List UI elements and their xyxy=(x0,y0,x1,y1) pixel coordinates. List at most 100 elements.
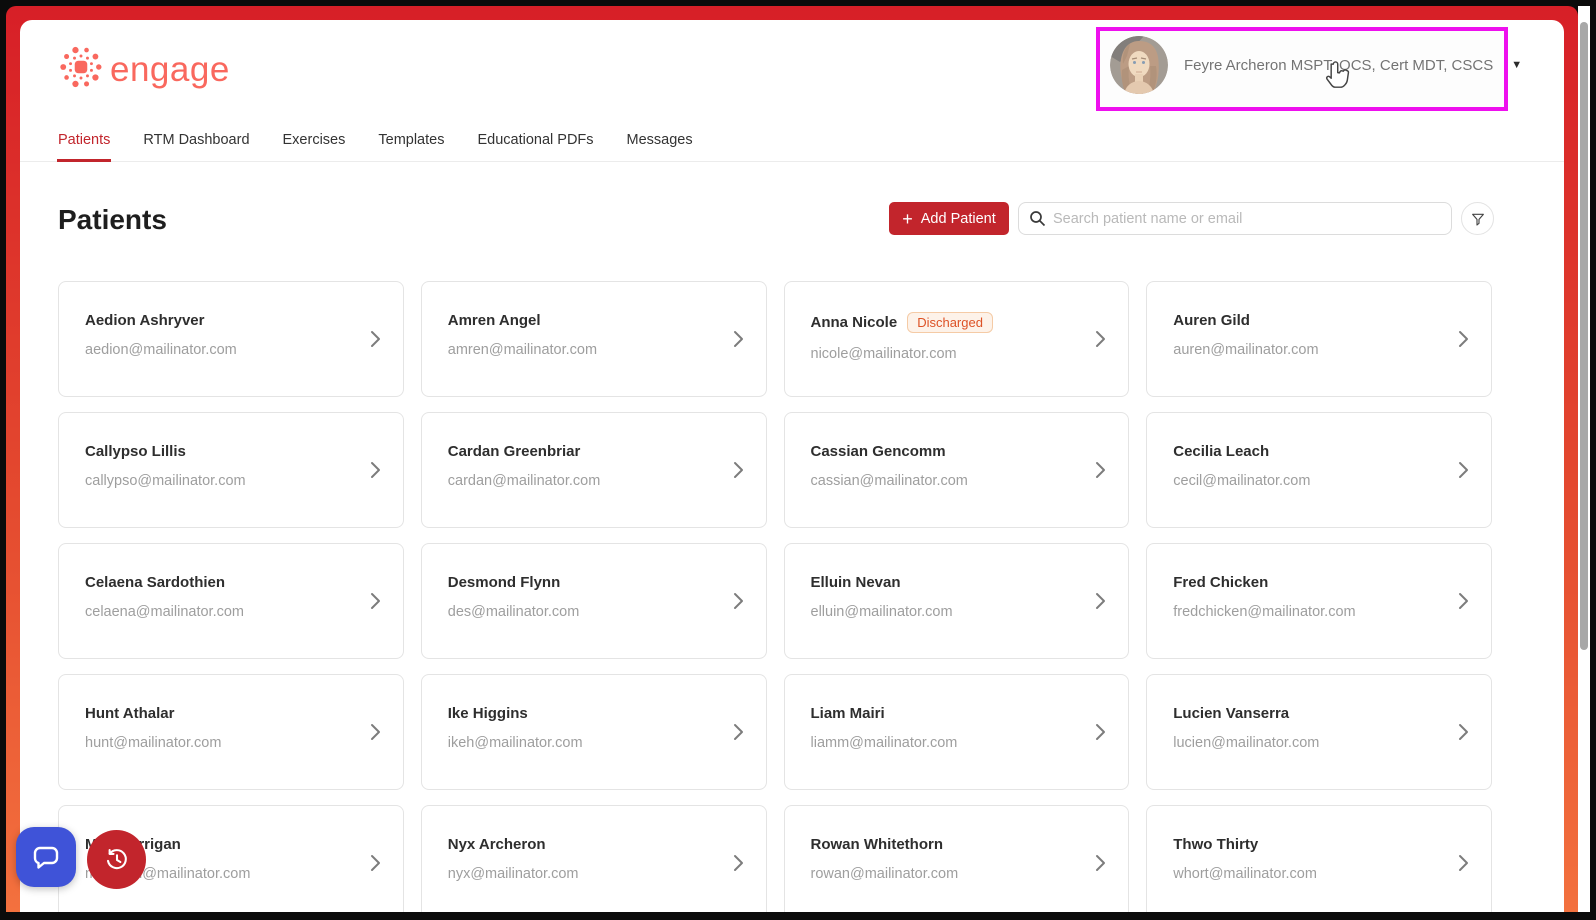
patient-card[interactable]: Ike Higgins ikeh@mailinator.com xyxy=(420,674,767,790)
patient-name: Elluin Nevan xyxy=(810,574,901,591)
chevron-right-icon xyxy=(733,331,743,347)
patient-search xyxy=(1018,202,1452,235)
patient-card[interactable]: Amren Angel amren@mailinator.com xyxy=(420,281,767,397)
patient-name: Desmond Flynn xyxy=(447,574,561,591)
patient-name: Nyx Archeron xyxy=(447,836,546,853)
patient-card[interactable]: Thwo Thirty whort@mailinator.com xyxy=(1146,805,1492,912)
patient-name: Thwo Thirty xyxy=(1173,836,1259,853)
chevron-right-icon xyxy=(1096,331,1106,347)
patient-name: Amren Angel xyxy=(447,312,541,329)
engage-logo-text: engage xyxy=(110,49,230,89)
chevron-right-icon xyxy=(1096,855,1106,871)
patient-name: Rowan Whitethorn xyxy=(810,836,943,853)
patient-card[interactable]: Fred Chicken fredchicken@mailinator.com xyxy=(1146,543,1492,659)
engage-logo[interactable]: engage xyxy=(58,44,230,95)
patient-card[interactable]: Nyx Archeron nyx@mailinator.com xyxy=(420,805,767,912)
patient-card[interactable]: Aedion Ashryver aedion@mailinator.com xyxy=(58,281,404,397)
engage-logo-icon xyxy=(58,44,104,95)
patient-name: Celaena Sardothien xyxy=(85,574,226,591)
search-icon xyxy=(1030,211,1046,227)
patient-email: cecil@mailinator.com xyxy=(1173,473,1311,489)
patient-card[interactable]: Callypso Lillis callypso@mailinator.com xyxy=(58,412,404,528)
patient-name: Cecilia Leach xyxy=(1173,443,1270,460)
patient-name: Callypso Lillis xyxy=(85,443,186,460)
chevron-right-icon xyxy=(1459,593,1468,609)
patient-card[interactable]: Elluin Nevan elluin@mailinator.com xyxy=(783,543,1130,659)
chevron-right-icon xyxy=(370,593,380,609)
chevron-right-icon xyxy=(733,855,743,871)
patient-email: rowan@mailinator.com xyxy=(810,866,959,882)
patient-email: amren@mailinator.com xyxy=(447,342,598,358)
chevron-right-icon xyxy=(733,724,743,740)
patient-email: cardan@mailinator.com xyxy=(447,473,601,489)
patient-card[interactable]: Auren Gild auren@mailinator.com xyxy=(1146,281,1492,397)
tab-messages[interactable]: Messages xyxy=(626,132,693,148)
patient-email: celaena@mailinator.com xyxy=(85,604,244,620)
chevron-right-icon xyxy=(1459,331,1468,347)
chevron-right-icon xyxy=(1096,593,1106,609)
status-badge: Discharged xyxy=(907,312,993,333)
nav-tabs: Patients RTM Dashboard Exercises Templates E… xyxy=(20,124,1564,162)
tab-educational-pdfs[interactable]: Educational PDFs xyxy=(477,132,594,148)
chevron-right-icon xyxy=(1096,724,1106,740)
chat-widget-button[interactable] xyxy=(16,827,76,887)
patient-name: Fred Chicken xyxy=(1173,574,1269,591)
patient-card[interactable]: Celaena Sardothien celaena@mailinator.co… xyxy=(58,543,404,659)
patient-name: Hunt Athalar xyxy=(85,705,175,722)
chevron-right-icon xyxy=(370,331,380,347)
patient-email: callypso@mailinator.com xyxy=(85,473,246,489)
patient-card[interactable]: Anna Nicole Discharged nicole@mailinator… xyxy=(783,281,1130,397)
patient-name: Liam Mairi xyxy=(810,705,885,722)
clock-history-icon xyxy=(106,848,127,869)
patient-card[interactable]: Rowan Whitethorn rowan@mailinator.com xyxy=(783,805,1130,912)
filter-funnel-icon xyxy=(1471,213,1484,226)
page-title: Patients xyxy=(58,204,167,235)
tab-rtm-dashboard[interactable]: RTM Dashboard xyxy=(143,132,250,148)
filter-button[interactable] xyxy=(1461,202,1494,235)
patient-email: nicole@mailinator.com xyxy=(810,346,957,362)
user-avatar xyxy=(1110,36,1168,94)
chevron-down-icon: ▼ xyxy=(1511,59,1523,71)
chevron-right-icon xyxy=(370,724,380,740)
patient-email: des@mailinator.com xyxy=(447,604,580,620)
chat-bubble-icon xyxy=(33,846,59,869)
patient-email: aedion@mailinator.com xyxy=(85,342,237,358)
patient-email: ikeh@mailinator.com xyxy=(447,735,583,751)
patient-email: whort@mailinator.com xyxy=(1173,866,1317,882)
patient-card[interactable]: Desmond Flynn des@mailinator.com xyxy=(420,543,767,659)
tab-patients[interactable]: Patients xyxy=(56,124,112,162)
user-profile-menu[interactable]: Feyre Archeron MSPT, OCS, Cert MDT, CSCS… xyxy=(1110,32,1522,98)
patient-card[interactable]: Liam Mairi liamm@mailinator.com xyxy=(783,674,1130,790)
search-input[interactable] xyxy=(1018,202,1452,235)
patient-card[interactable]: Lucien Vanserra lucien@mailinator.com xyxy=(1146,674,1492,790)
patient-card[interactable]: Cardan Greenbriar cardan@mailinator.com xyxy=(420,412,767,528)
patient-card[interactable]: Hunt Athalar hunt@mailinator.com xyxy=(58,674,404,790)
tab-templates[interactable]: Templates xyxy=(378,132,445,148)
patient-email: nyx@mailinator.com xyxy=(447,866,579,882)
chevron-right-icon xyxy=(370,462,380,478)
user-name: Feyre Archeron MSPT, OCS, Cert MDT, CSCS xyxy=(1184,56,1494,74)
patient-card[interactable]: Cassian Gencomm cassian@mailinator.com xyxy=(783,412,1130,528)
chevron-right-icon xyxy=(733,593,743,609)
chevron-right-icon xyxy=(370,855,380,871)
add-patient-button[interactable]: + Add Patient xyxy=(889,202,1009,235)
chevron-right-icon xyxy=(733,462,743,478)
add-patient-label: Add Patient xyxy=(920,210,996,227)
patient-email: hunt@mailinator.com xyxy=(85,735,222,751)
tab-exercises[interactable]: Exercises xyxy=(282,132,346,148)
patients-grid: Aedion Ashryver aedion@mailinator.com Am… xyxy=(58,281,1492,912)
patient-card[interactable]: Cecilia Leach cecil@mailinator.com xyxy=(1146,412,1492,528)
chevron-right-icon xyxy=(1459,462,1468,478)
history-clock-button[interactable] xyxy=(87,830,146,889)
chevron-right-icon xyxy=(1459,724,1468,740)
patient-name: Aedion Ashryver xyxy=(85,312,205,329)
patient-email: auren@mailinator.com xyxy=(1173,342,1319,358)
chevron-right-icon xyxy=(1459,855,1468,871)
patient-name: Anna Nicole xyxy=(810,314,898,331)
scrollbar-thumb[interactable] xyxy=(1580,22,1588,650)
patient-email: cassian@mailinator.com xyxy=(810,473,968,489)
patient-email: lucien@mailinator.com xyxy=(1173,735,1320,751)
patient-email: liamm@mailinator.com xyxy=(810,735,958,751)
scrollbar-track[interactable] xyxy=(1578,6,1590,912)
patient-name: Cassian Gencomm xyxy=(810,443,946,460)
